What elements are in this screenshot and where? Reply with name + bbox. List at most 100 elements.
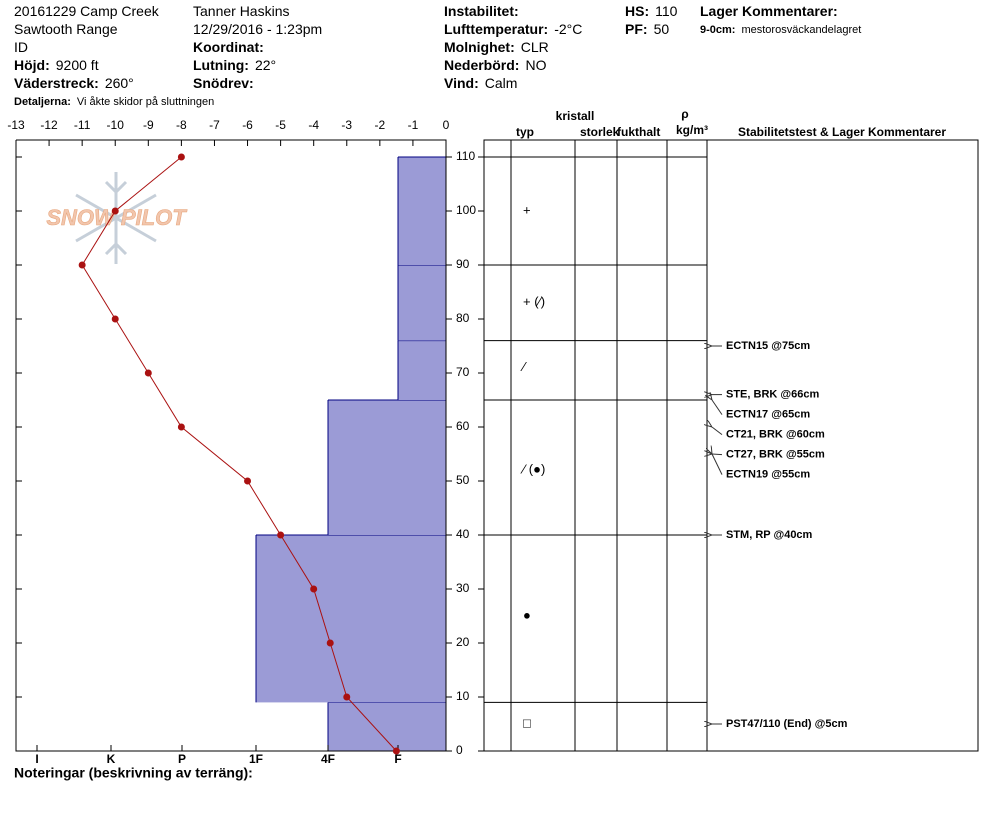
field-value: ID xyxy=(14,39,28,55)
header-field: Tanner Haskins xyxy=(193,3,290,19)
field-label: Höjd: xyxy=(14,57,50,73)
x-tick-label: -9 xyxy=(143,118,154,132)
y-tick-label: 0 xyxy=(456,743,463,757)
test-arrow xyxy=(712,400,723,415)
x-tick-label: -7 xyxy=(209,118,220,132)
hardness-label: F xyxy=(394,752,401,766)
field-label: 9-0cm: xyxy=(700,24,735,36)
crystal-symbol: ⁄ xyxy=(520,359,527,374)
hardness-label: 1F xyxy=(249,752,263,766)
header-field: Instabilitet: xyxy=(444,3,519,19)
x-tick-label: -11 xyxy=(74,118,91,132)
test-label: ECTN17 @65cm xyxy=(726,409,810,421)
header-field: Väderstreck: 260° xyxy=(14,75,134,91)
x-tick-label: -2 xyxy=(375,118,386,132)
field-label: Molnighet: xyxy=(444,39,515,55)
field-label: Lager Kommentarer: xyxy=(700,3,838,19)
field-value: Calm xyxy=(485,75,518,91)
x-tick-label: -13 xyxy=(7,118,25,132)
field-value: CLR xyxy=(521,39,549,55)
temperature-point xyxy=(177,423,185,431)
temperature-point xyxy=(392,747,400,755)
temperature-point xyxy=(111,315,119,323)
hardness-label: 4F xyxy=(321,752,335,766)
header-field: 9-0cm: mestorosväckandelagret xyxy=(700,24,861,36)
test-label: CT27, BRK @55cm xyxy=(726,449,825,461)
test-label: STE, BRK @66cm xyxy=(726,389,819,401)
field-label: Lutning: xyxy=(193,57,249,73)
field-value: Vi åkte skidor på sluttningen xyxy=(77,96,214,108)
field-label: Vind: xyxy=(444,75,479,91)
header-field: Detaljerna: Vi åkte skidor på sluttningen xyxy=(14,96,214,108)
field-label: Instabilitet: xyxy=(444,3,519,19)
snowflake-logo xyxy=(75,172,157,264)
y-tick-label: 40 xyxy=(456,527,470,541)
crystal-symbol: + (⁄) xyxy=(523,294,545,309)
temperature-point xyxy=(326,639,334,647)
temperature-point xyxy=(244,477,252,485)
field-value: 110 xyxy=(655,3,678,19)
y-tick-label: 20 xyxy=(456,635,470,649)
header-field: Molnighet: CLR xyxy=(444,39,549,55)
x-tick-label: 0 xyxy=(443,118,450,132)
hardness-bar xyxy=(328,400,446,535)
field-label: Detaljerna: xyxy=(14,96,71,108)
test-label: ECTN15 @75cm xyxy=(726,340,810,352)
test-label: PST47/110 (End) @5cm xyxy=(726,718,848,730)
y-tick-label: 110 xyxy=(456,149,475,163)
x-tick-label: -6 xyxy=(242,118,253,132)
header-field: HS: 110 xyxy=(625,3,678,19)
header-field: Snödrev: xyxy=(193,75,254,91)
col-header: ρ xyxy=(681,107,688,121)
field-value: 260° xyxy=(105,75,134,91)
crystal-symbol: + xyxy=(523,202,531,217)
header-field: Lager Kommentarer: xyxy=(700,3,838,19)
header-field: 20161229 Camp Creek xyxy=(14,3,160,19)
field-value: Tanner Haskins xyxy=(193,3,290,19)
hardness-bar xyxy=(398,340,446,400)
hardness-bar xyxy=(398,265,446,341)
x-tick-label: -4 xyxy=(308,118,319,132)
header-field: ID xyxy=(14,39,28,55)
field-label: Nederbörd: xyxy=(444,57,519,73)
hardness-label: I xyxy=(35,752,38,766)
col-header: typ xyxy=(516,125,534,139)
field-value: 50 xyxy=(654,21,670,37)
x-tick-label: -12 xyxy=(40,118,58,132)
x-tick-label: -5 xyxy=(275,118,286,132)
x-tick-label: -3 xyxy=(341,118,352,132)
header-field: Nederbörd: NO xyxy=(444,57,547,73)
field-label: PF: xyxy=(625,21,648,37)
crystal-symbol: ● xyxy=(523,607,531,622)
hardness-label: K xyxy=(107,752,116,766)
hardness-bar xyxy=(256,535,446,703)
test-arrow xyxy=(712,454,723,455)
strat-frame xyxy=(483,139,979,752)
temperature-point xyxy=(111,207,119,215)
test-label: CT21, BRK @60cm xyxy=(726,429,825,441)
header-field: Koordinat: xyxy=(193,39,264,55)
field-value: 22° xyxy=(255,57,276,73)
col-header: storlek xyxy=(580,125,620,139)
crystal-symbol: ⁄ (●) xyxy=(520,462,545,477)
crystal-symbol: □ xyxy=(523,715,531,730)
y-tick-label: 30 xyxy=(456,581,470,595)
field-value: NO xyxy=(525,57,546,73)
hardness-bar xyxy=(328,702,446,751)
field-value: Sawtooth Range xyxy=(14,21,118,37)
temperature-point xyxy=(78,261,86,269)
field-value: mestorosväckandelagret xyxy=(741,24,861,36)
y-tick-label: 10 xyxy=(456,689,470,703)
field-value: -2°C xyxy=(554,21,582,37)
col-header: kristall xyxy=(556,109,595,123)
col-header: fukthalt xyxy=(617,125,660,139)
col-header: kg/m³ xyxy=(676,123,708,137)
header-field: 12/29/2016 - 1:23pm xyxy=(193,21,322,37)
temperature-point xyxy=(177,153,185,161)
notes-label: Noteringar (beskrivning av terräng): xyxy=(14,765,253,781)
header-field: Höjd: 9200 ft xyxy=(14,57,99,73)
temperature-line xyxy=(81,156,397,752)
x-tick-label: -1 xyxy=(408,118,419,132)
header-field: Sawtooth Range xyxy=(14,21,118,37)
